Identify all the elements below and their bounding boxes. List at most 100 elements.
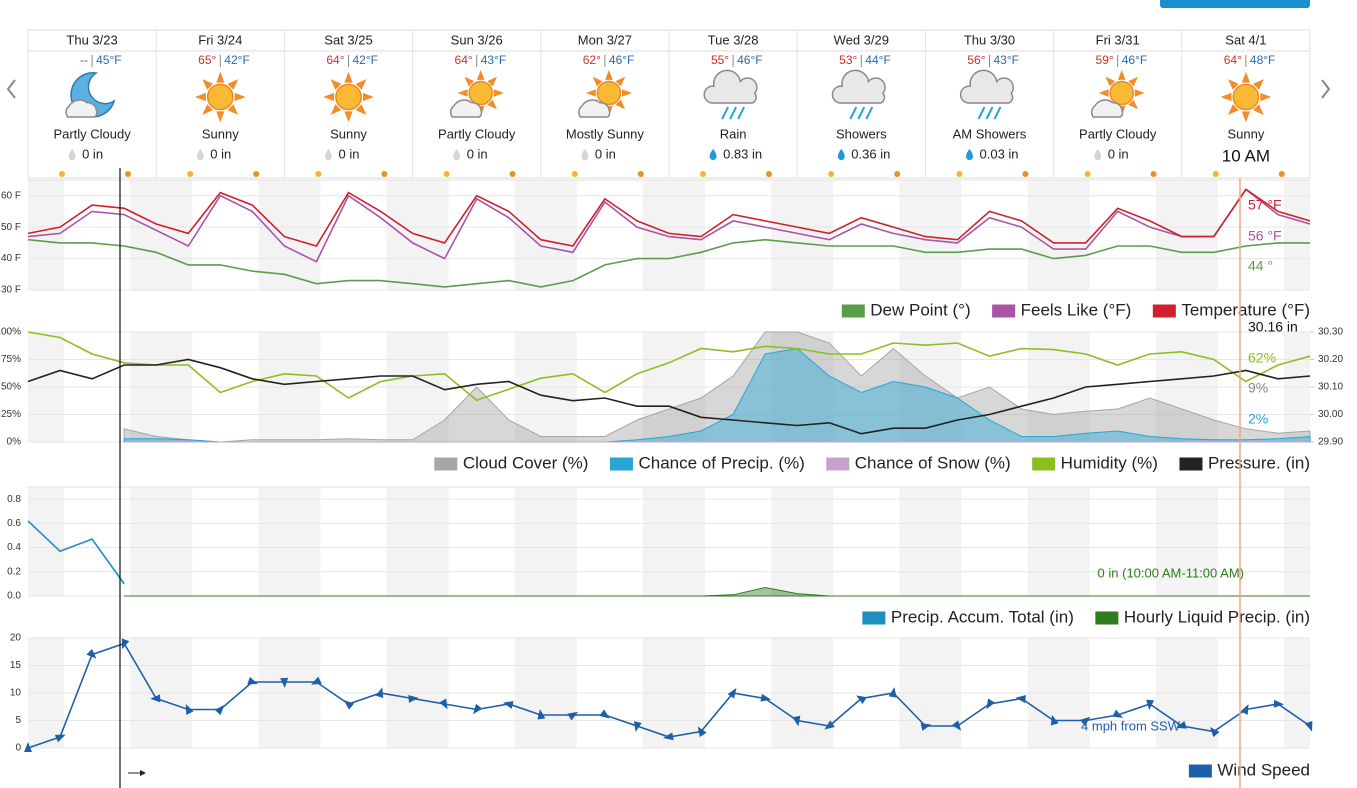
precip-amount: 0 in — [467, 146, 488, 161]
condition: Partly Cloudy — [53, 126, 131, 141]
night-shade — [28, 487, 64, 596]
wind-arrow — [792, 715, 801, 727]
sunrise-dot — [828, 171, 835, 177]
day-label: Thu 3/23 — [66, 32, 117, 47]
condition: Sunny — [202, 126, 239, 141]
precip-amount: 0.03 in — [980, 146, 1019, 161]
tick-label: 30 F — [1, 285, 21, 296]
tick-label: 25% — [1, 409, 21, 420]
sun-disc — [1232, 83, 1260, 111]
low-temp: 44°F — [865, 53, 890, 67]
sunrise-dot — [443, 171, 450, 177]
legend-swatch — [1032, 457, 1056, 471]
precip-amount: 0 in — [1108, 146, 1129, 161]
sunset-dot — [381, 171, 388, 177]
tick-label: 0.4 — [7, 542, 21, 553]
sun-ray — [464, 76, 475, 87]
tick-label: 5 — [15, 715, 21, 726]
sunset-dot — [1150, 171, 1157, 177]
night-shade — [643, 487, 705, 596]
sun-ray — [227, 104, 239, 115]
day-label: Sat 3/25 — [324, 32, 372, 47]
sunset-dot — [766, 171, 772, 177]
tick-label: 0.8 — [7, 494, 21, 505]
sun-ray — [227, 79, 239, 90]
tick-label: 10 — [10, 688, 22, 699]
wind-arrow — [408, 694, 419, 703]
tick-label: 0 — [15, 743, 21, 754]
tick-label: 30.20 — [1318, 354, 1343, 365]
sun-ray — [493, 89, 504, 97]
sun-ray — [1220, 92, 1232, 102]
tick-label: 30.00 — [1318, 409, 1343, 420]
top-button[interactable] — [1160, 0, 1310, 8]
sun-ray — [330, 79, 342, 90]
night-shade — [130, 180, 193, 290]
rain-streak — [977, 106, 986, 120]
tick-label: 30.10 — [1318, 382, 1343, 393]
precip-amount: 0 in — [339, 146, 360, 161]
tick-label: 0.0 — [7, 591, 21, 602]
precip-drop — [837, 149, 845, 160]
wind-arrow — [1273, 699, 1284, 708]
night-shade — [130, 487, 193, 596]
sun-ray — [323, 92, 335, 102]
sun-ray — [615, 76, 626, 87]
wind-arrow — [856, 695, 867, 705]
wind-arrow — [280, 677, 289, 688]
sunrise-dot — [1084, 171, 1091, 177]
low-temp: 43°F — [994, 53, 1019, 67]
sun-disc — [468, 80, 494, 106]
low-temp: 46°F — [737, 53, 762, 67]
high-temp: 55° — [711, 53, 729, 67]
sun-ray — [615, 99, 626, 110]
sunrise-dot — [315, 171, 322, 177]
wind-arrow — [1050, 714, 1059, 726]
sunrise-dot — [1212, 171, 1219, 177]
wind-arrow — [537, 709, 546, 720]
legend-swatch — [1179, 457, 1203, 471]
day-label: Fri 3/31 — [1096, 32, 1140, 47]
wind-arrow — [663, 732, 674, 741]
series-line — [27, 188, 1311, 247]
wind-arrow — [150, 694, 161, 703]
series-line — [27, 358, 1311, 435]
series-area — [124, 586, 1310, 597]
precip-drop — [453, 149, 461, 160]
current-value: 2% — [1248, 411, 1268, 427]
rain-streak — [857, 106, 866, 120]
rain-streak — [849, 106, 858, 120]
cloud — [1091, 99, 1124, 118]
sun-ray — [622, 89, 632, 97]
wind-arrow — [1209, 726, 1220, 738]
night-shade — [258, 180, 321, 290]
sun-ray — [344, 71, 353, 83]
wind-arrow — [121, 638, 130, 650]
day-label: Sat 4/1 — [1225, 32, 1266, 47]
sun-ray — [487, 99, 497, 110]
wind-arrow — [439, 698, 448, 710]
high-temp: -- — [80, 53, 88, 67]
night-shade — [1155, 487, 1218, 596]
legend-label: Chance of Precip. (%) — [638, 453, 804, 472]
next-arrow[interactable] — [1321, 79, 1331, 99]
wind-arrow — [888, 687, 897, 698]
wind-arrow — [633, 721, 642, 732]
scroll-arrow-head — [140, 770, 146, 776]
rain-streak — [993, 106, 1002, 120]
sun-disc — [596, 80, 622, 106]
legend-label: Dew Point (°) — [870, 300, 970, 319]
tick-label: 30.30 — [1318, 327, 1343, 338]
precip-drop — [196, 149, 204, 160]
sun-ray — [355, 79, 367, 90]
sun-ray — [355, 104, 367, 115]
cloud — [703, 69, 758, 104]
wind-arrow — [185, 704, 194, 715]
legend-swatch — [862, 611, 886, 625]
prev-arrow[interactable] — [6, 79, 16, 99]
low-temp: 42°F — [224, 53, 249, 67]
high-temp: 59° — [1096, 53, 1114, 67]
legend-swatch — [434, 457, 458, 471]
sun-ray — [1128, 99, 1138, 110]
wind-arrow — [599, 709, 610, 719]
